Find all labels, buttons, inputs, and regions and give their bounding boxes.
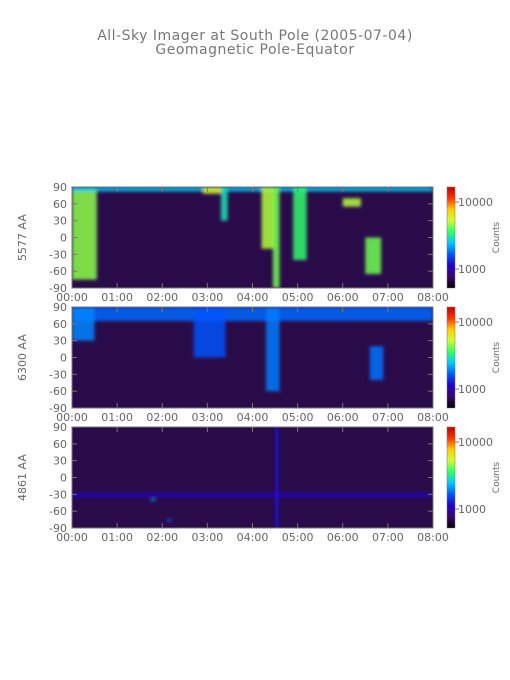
x-tick-label: 01:00 xyxy=(101,291,133,304)
x-tick-label: 00:00 xyxy=(56,411,88,424)
heatmap-feature xyxy=(193,307,226,358)
colorbar-label: Counts xyxy=(492,461,502,493)
y-tick-label: 0 xyxy=(60,352,67,365)
heatmap-features xyxy=(72,427,433,528)
colorbar-tick-label: 10000 xyxy=(458,316,493,329)
y-tick-label: -30 xyxy=(49,248,67,261)
heatmap-feature xyxy=(266,307,280,392)
y-tick-label: -30 xyxy=(49,368,67,381)
heatmap-feature xyxy=(72,307,95,341)
y-axis-label: 6300 AA xyxy=(16,334,29,381)
x-tick-label: 01:00 xyxy=(101,531,133,544)
x-tick-label: 05:00 xyxy=(282,531,314,544)
y-tick-label: -90 xyxy=(49,402,67,415)
x-tick-label: 07:00 xyxy=(372,291,404,304)
x-tick-label: 03:00 xyxy=(192,531,224,544)
y-tick-label: -60 xyxy=(49,265,67,278)
y-tick-label: -90 xyxy=(49,522,67,535)
x-tick-label: 05:00 xyxy=(282,411,314,424)
x-tick-label: 02:00 xyxy=(146,411,178,424)
colorbar-tick-label: 10000 xyxy=(458,196,493,209)
colorbar xyxy=(446,306,456,409)
colorbar-label: Counts xyxy=(492,221,502,253)
y-axis-label: 4861 AA xyxy=(16,454,29,501)
x-tick-label: 00:00 xyxy=(56,291,88,304)
colorbar xyxy=(446,186,456,289)
x-tick-label: 05:00 xyxy=(282,291,314,304)
x-tick-label: 02:00 xyxy=(146,531,178,544)
heatmap-feature xyxy=(166,519,172,522)
x-tick-label: 00:00 xyxy=(56,531,88,544)
x-tick-label: 04:00 xyxy=(237,291,269,304)
chart-subtitle: Geomagnetic Pole-Equator xyxy=(155,42,355,58)
colorbar-tick-label: 1000 xyxy=(458,263,486,276)
heatmap-feature xyxy=(72,187,97,280)
x-tick-label: 06:00 xyxy=(327,291,359,304)
colorbar-tick-label: 10000 xyxy=(458,436,493,449)
y-tick-label: 90 xyxy=(53,301,67,314)
colorbar-label: Counts xyxy=(492,341,502,373)
heatmap-feature xyxy=(72,493,433,498)
chart-title: All-Sky Imager at South Pole (2005-07-04… xyxy=(97,28,413,44)
x-tick-label: 03:00 xyxy=(192,291,224,304)
heatmap-feature xyxy=(202,187,221,194)
y-axis-label: 5577 AA xyxy=(16,214,29,261)
x-tick-label: 08:00 xyxy=(417,411,449,424)
heatmap-feature xyxy=(261,187,276,249)
y-tick-label: 30 xyxy=(53,215,67,228)
heatmap-feature xyxy=(365,237,382,274)
x-tick-label: 01:00 xyxy=(101,411,133,424)
colorbar xyxy=(446,426,456,529)
heatmap-feature xyxy=(369,346,384,380)
y-tick-label: 90 xyxy=(53,181,67,194)
y-tick-label: -60 xyxy=(49,505,67,518)
y-tick-label: 90 xyxy=(53,421,67,434)
x-tick-label: 04:00 xyxy=(237,411,269,424)
x-tick-label: 08:00 xyxy=(417,531,449,544)
colorbar-tick-label: 1000 xyxy=(458,503,486,516)
y-tick-label: 60 xyxy=(53,438,67,451)
x-tick-label: 07:00 xyxy=(372,411,404,424)
colorbar-tick-label: 1000 xyxy=(458,383,486,396)
y-tick-label: -60 xyxy=(49,385,67,398)
y-tick-label: -30 xyxy=(49,488,67,501)
y-tick-label: 0 xyxy=(60,232,67,245)
y-tick-label: 60 xyxy=(53,318,67,331)
y-tick-label: 30 xyxy=(53,455,67,468)
heatmap-feature xyxy=(150,498,156,502)
heatmap-feature xyxy=(272,187,280,288)
heatmap-feature xyxy=(220,187,228,221)
y-tick-label: 0 xyxy=(60,472,67,485)
x-tick-label: 04:00 xyxy=(237,531,269,544)
x-tick-label: 07:00 xyxy=(372,531,404,544)
y-tick-label: -90 xyxy=(49,282,67,295)
x-tick-label: 08:00 xyxy=(417,291,449,304)
heatmap-feature xyxy=(275,427,279,528)
x-tick-label: 06:00 xyxy=(327,411,359,424)
x-tick-label: 06:00 xyxy=(327,531,359,544)
heatmap-feature xyxy=(342,198,361,207)
heatmap-feature xyxy=(293,187,307,260)
y-tick-label: 30 xyxy=(53,335,67,348)
x-tick-label: 03:00 xyxy=(192,411,224,424)
x-tick-label: 02:00 xyxy=(146,291,178,304)
y-tick-label: 60 xyxy=(53,198,67,211)
heatmap-background xyxy=(72,427,433,528)
